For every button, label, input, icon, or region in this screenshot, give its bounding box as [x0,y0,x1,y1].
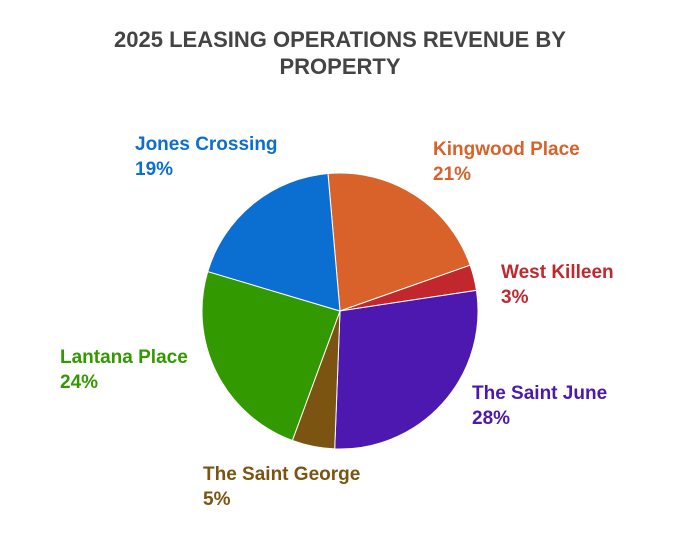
slice-percent: 21% [433,164,472,185]
slice-name: Kingwood Place [433,139,580,160]
slice-percent: 19% [135,159,174,180]
slice-name: The Saint George [203,464,361,485]
slice-label-the-saint-june: The Saint June 28% [472,381,607,431]
slice-name: West Killeen [501,262,614,283]
slice-percent: 3% [501,287,529,308]
slice-name: The Saint June [472,383,608,404]
slice-name: Jones Crossing [135,134,278,155]
slice-label-lantana-place: Lantana Place 24% [60,345,188,395]
slice-label-west-killeen: West Killeen 3% [501,260,614,310]
slice-label-jones-crossing: Jones Crossing 19% [135,132,278,182]
pie-slice-the-saint-june [334,289,479,450]
chart-title: 2025 LEASING OPERATIONS REVENUE BY PROPE… [114,27,566,79]
slice-label-the-saint-george: The Saint George 5% [203,462,360,512]
slice-percent: 24% [60,372,99,393]
slice-percent: 28% [472,408,511,429]
slice-name: Lantana Place [60,347,188,368]
pie-slice-lantana-place [201,270,341,442]
slice-label-kingwood-place: Kingwood Place 21% [433,137,580,187]
pie-slice-kingwood-place [327,172,471,312]
slice-percent: 5% [203,489,231,510]
pie-slice-jones-crossing [207,172,341,312]
